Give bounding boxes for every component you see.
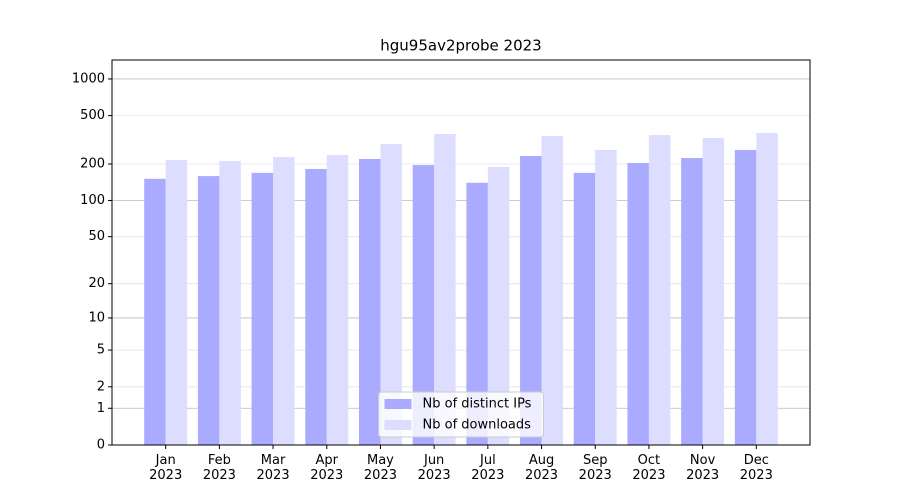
legend-box <box>378 391 544 438</box>
y-tick-label: 5 <box>97 343 105 358</box>
y-tick-label: 500 <box>80 108 105 123</box>
x-tick-label: Jul 2023 <box>471 453 505 483</box>
bar <box>251 172 274 445</box>
bar <box>466 182 488 446</box>
bar <box>144 178 166 445</box>
y-tick-label: 10 <box>88 310 105 325</box>
plot-frame <box>111 59 811 446</box>
legend-swatch <box>384 420 412 430</box>
bar <box>734 149 757 445</box>
y-tick-label: 100 <box>80 193 105 208</box>
y-tick-label: 0 <box>97 438 105 453</box>
x-tick-label: Oct 2023 <box>632 453 666 483</box>
x-tick-label: Mar 2023 <box>256 453 290 483</box>
x-tick-label: Sep 2023 <box>578 453 612 483</box>
x-tick-label: May 2023 <box>363 453 397 483</box>
x-tick-label: Feb 2023 <box>202 453 236 483</box>
y-tick-label: 50 <box>88 229 105 244</box>
legend-label: Nb of downloads <box>423 418 532 433</box>
bar <box>380 144 402 446</box>
bar <box>520 155 542 445</box>
chart-title: hgu95av2probe 2023 <box>380 37 541 55</box>
bar <box>358 158 381 445</box>
bar <box>273 157 295 445</box>
x-tick-label: Nov 2023 <box>686 453 720 483</box>
bar <box>219 160 241 445</box>
bar <box>681 158 703 445</box>
bar <box>305 168 327 445</box>
y-tick-label: 1000 <box>72 71 105 86</box>
y-tick-label: 2 <box>97 379 105 394</box>
y-tick-label: 200 <box>80 157 105 172</box>
bar <box>573 172 596 445</box>
x-tick-label: Jun 2023 <box>417 453 451 483</box>
x-tick-label: Dec 2023 <box>739 453 773 483</box>
x-tick-label: Jan 2023 <box>149 453 183 483</box>
bar <box>541 135 564 445</box>
bar <box>702 138 725 446</box>
y-tick-label: 1 <box>97 401 105 416</box>
bar <box>197 176 220 446</box>
bar <box>648 135 671 445</box>
bar <box>434 134 456 445</box>
bar <box>756 132 778 445</box>
bar <box>165 159 188 445</box>
legend: Nb of distinct IPs Nb of downloads <box>378 391 544 438</box>
y-tick-label: 20 <box>88 276 105 291</box>
x-tick-label: Apr 2023 <box>310 453 344 483</box>
bar <box>326 155 349 446</box>
bar <box>595 149 617 445</box>
bar <box>487 166 510 446</box>
legend-swatch <box>384 399 412 409</box>
bar <box>627 162 649 445</box>
bar <box>412 165 435 446</box>
x-tick-label: Aug 2023 <box>524 453 559 483</box>
legend-label: Nb of distinct IPs <box>423 397 532 412</box>
